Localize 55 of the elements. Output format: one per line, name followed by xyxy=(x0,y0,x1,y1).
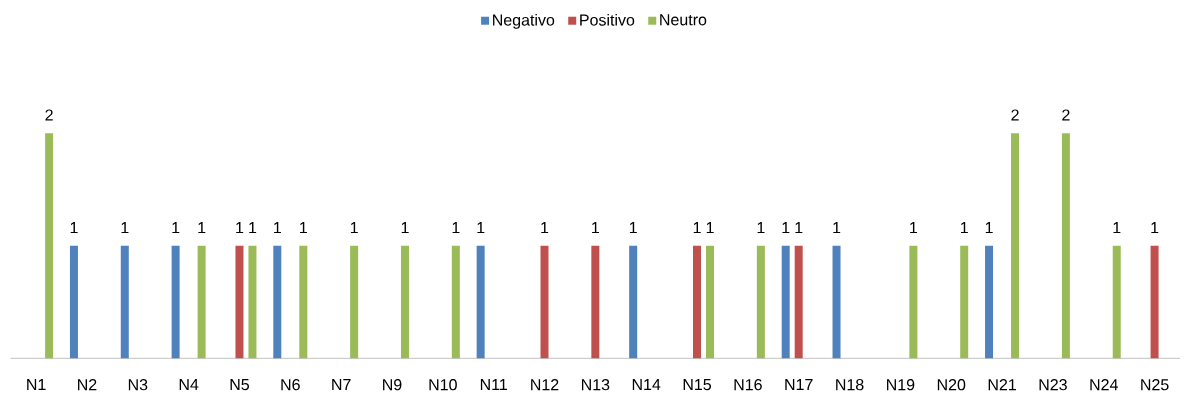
data-label: 1 xyxy=(70,222,78,234)
data-label: 1 xyxy=(477,222,485,234)
x-tick-label: N11 xyxy=(480,379,507,391)
data-label: 1 xyxy=(121,222,129,234)
data-label: 2 xyxy=(1062,109,1070,121)
legend-label: Neutro xyxy=(660,14,707,26)
data-label: 1 xyxy=(985,222,993,234)
x-tick-label: N23 xyxy=(1039,379,1067,391)
x-tick-label: N18 xyxy=(836,379,864,391)
data-label: 1 xyxy=(910,222,918,234)
data-label: 1 xyxy=(592,222,599,234)
data-label: 1 xyxy=(757,222,765,234)
data-label: 1 xyxy=(782,222,790,234)
data-label: 1 xyxy=(350,222,358,234)
x-tick-label: N10 xyxy=(429,379,457,391)
data-label: 1 xyxy=(249,222,257,234)
x-tick-label: N6 xyxy=(281,379,300,391)
x-tick-label: N9 xyxy=(383,379,402,391)
x-tick-label: N14 xyxy=(632,379,661,391)
data-label: 1 xyxy=(401,222,409,234)
x-tick-label: N2 xyxy=(78,379,97,391)
x-tick-label: N17 xyxy=(785,379,813,391)
x-tick-label: N20 xyxy=(937,379,966,391)
data-label: 1 xyxy=(1113,222,1121,234)
legend-label: Negativo xyxy=(493,13,555,29)
data-label: 1 xyxy=(452,222,460,234)
x-tick-label: N5 xyxy=(230,379,250,391)
x-tick-label: N19 xyxy=(887,379,915,391)
x-tick-label: N3 xyxy=(128,379,148,391)
data-label: 1 xyxy=(300,222,307,234)
data-label: 1 xyxy=(198,222,206,234)
data-label: 1 xyxy=(795,222,803,234)
data-label: 1 xyxy=(172,222,180,234)
data-label: 2 xyxy=(45,109,53,121)
data-label: 1 xyxy=(274,222,281,234)
data-label: 1 xyxy=(541,222,549,234)
data-label: 2 xyxy=(1011,109,1019,121)
data-label: 1 xyxy=(960,222,968,234)
x-tick-label: N21 xyxy=(988,379,1016,391)
x-tick-label: N16 xyxy=(734,379,762,391)
data-label: 1 xyxy=(236,222,244,234)
data-label: 1 xyxy=(833,222,841,234)
x-tick-label: N25 xyxy=(1141,379,1169,391)
legend-label: Positivo xyxy=(580,13,635,26)
data-label: 1 xyxy=(693,222,701,234)
x-tick-label: N7 xyxy=(332,379,351,391)
x-tick-label: N4 xyxy=(179,379,199,391)
x-tick-label: N1 xyxy=(27,379,46,391)
x-tick-label: N24 xyxy=(1090,379,1118,391)
data-label: 1 xyxy=(1151,222,1159,234)
x-tick-label: N12 xyxy=(531,379,559,391)
data-label: 1 xyxy=(629,222,637,234)
data-label: 1 xyxy=(706,222,714,234)
x-tick-label: N13 xyxy=(581,379,610,391)
x-tick-label: N15 xyxy=(683,379,712,391)
